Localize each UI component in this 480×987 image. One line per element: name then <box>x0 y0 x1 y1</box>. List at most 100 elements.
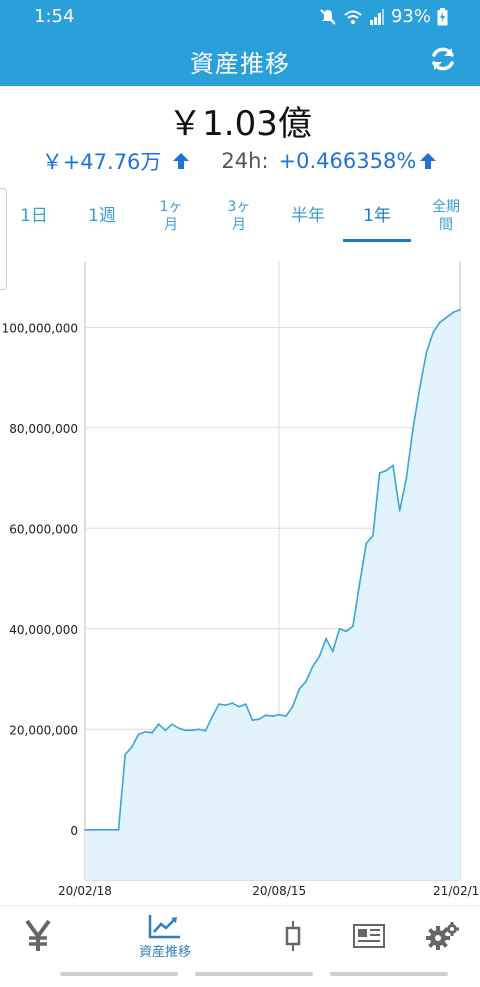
tab-label-line2: 間 <box>439 217 453 233</box>
data-point <box>338 627 341 630</box>
gesture-bar <box>60 972 178 976</box>
data-point <box>258 718 260 721</box>
y-tick-label: 100,000,000 <box>2 321 78 335</box>
data-point <box>191 729 194 732</box>
drawer-handle[interactable] <box>0 188 7 290</box>
data-point <box>171 723 174 726</box>
status-icons: 93% <box>319 6 448 27</box>
data-point <box>459 308 461 311</box>
status-time: 1:54 <box>34 6 75 27</box>
nav-candlestick[interactable] <box>270 906 316 966</box>
change-row: ￥+47.76万 24h: +0.466358% <box>0 146 480 176</box>
data-point <box>251 719 254 722</box>
data-point <box>157 723 160 726</box>
refresh-icon[interactable] <box>428 44 458 74</box>
data-point <box>392 464 394 467</box>
tab-1-week[interactable]: 1週 <box>68 186 136 246</box>
nav-yen[interactable] <box>10 906 66 966</box>
data-point <box>291 705 294 708</box>
data-point <box>405 477 408 479</box>
period-tabs: 1日 1週 1ヶ 月 3ヶ 月 半年 1年 全期 間 <box>0 186 480 290</box>
y-tick-label: 20,000,000 <box>9 723 78 737</box>
data-point <box>285 715 287 718</box>
chart-trend-icon <box>148 914 180 938</box>
tab-label-line1: 全期 <box>432 199 460 215</box>
tab-all-time[interactable]: 全期 間 <box>414 186 478 246</box>
gesture-bar <box>195 972 313 976</box>
mute-icon <box>320 8 336 25</box>
battery-charging-icon <box>437 7 448 25</box>
data-point <box>144 730 147 733</box>
data-point <box>412 426 414 429</box>
data-point <box>311 665 314 668</box>
tab-half-year[interactable]: 半年 <box>274 186 342 246</box>
tab-label: 半年 <box>291 206 325 226</box>
x-axis-labels: 20/02/18 20/08/15 21/02/18 <box>58 884 480 898</box>
data-point <box>84 828 86 831</box>
data-point <box>378 472 381 474</box>
data-point <box>331 650 334 653</box>
tab-1-month[interactable]: 1ヶ 月 <box>138 186 204 246</box>
data-point <box>352 625 354 628</box>
change-percent: +0.466358% <box>278 149 417 173</box>
data-point <box>445 316 448 319</box>
nav-asset-history[interactable]: 資産推移 <box>120 906 210 966</box>
data-point <box>90 828 93 831</box>
signal-icon <box>369 8 384 25</box>
data-point <box>345 630 348 633</box>
tab-label-line2: 月 <box>164 217 178 233</box>
y-tick-label: 80,000,000 <box>9 422 78 436</box>
y-tick-label: 60,000,000 <box>9 522 78 536</box>
data-point <box>164 729 167 732</box>
active-tab-indicator <box>343 239 411 242</box>
arrow-up-icon <box>420 153 437 169</box>
tab-3-month[interactable]: 3ヶ 月 <box>206 186 272 246</box>
data-point <box>97 828 100 831</box>
data-point <box>197 728 200 731</box>
settings-icon <box>426 922 459 950</box>
x-tick-label: 21/02/18 <box>433 884 480 898</box>
data-point <box>418 386 421 389</box>
y-axis-labels: 0 20,000,000 40,000,000 60,000,000 80,000,00… <box>2 321 78 837</box>
data-point <box>184 729 187 732</box>
data-point <box>110 828 113 831</box>
data-point <box>358 582 361 585</box>
yen-icon <box>25 919 51 951</box>
data-point <box>305 680 307 683</box>
data-point <box>218 703 220 705</box>
battery-percent: 93% <box>390 6 431 27</box>
nav-label: 資産推移 <box>138 944 191 960</box>
series-area <box>85 309 460 880</box>
tab-1-year[interactable]: 1年 <box>343 186 411 246</box>
data-point <box>278 713 281 716</box>
data-point <box>325 637 327 640</box>
data-point <box>318 655 321 658</box>
status-bar: 1:54 93% <box>0 0 480 34</box>
nav-settings[interactable] <box>418 906 468 966</box>
data-point <box>432 331 435 334</box>
change-amount: ￥+47.76万 <box>41 150 162 174</box>
news-icon <box>353 924 385 948</box>
tab-label: 1週 <box>88 206 116 226</box>
data-point <box>398 509 401 512</box>
data-point <box>372 534 374 537</box>
data-point <box>104 828 106 831</box>
y-tick-label: 40,000,000 <box>9 623 78 637</box>
tab-label: 1年 <box>363 206 391 226</box>
x-tick-label: 20/08/15 <box>252 884 306 898</box>
data-point <box>137 733 140 736</box>
data-point <box>385 469 388 472</box>
arrow-up-icon <box>173 153 190 169</box>
tab-1-day[interactable]: 1日 <box>6 186 62 246</box>
period-label: 24h: <box>221 149 269 173</box>
nav-news[interactable] <box>346 906 392 966</box>
asset-history-chart[interactable]: 0 20,000,000 40,000,000 60,000,000 80,000,00… <box>0 250 480 905</box>
data-point <box>224 704 227 707</box>
data-point <box>204 729 207 732</box>
page-title: 資産推移 <box>190 50 290 78</box>
data-point <box>264 714 267 717</box>
data-point <box>365 542 368 545</box>
data-point <box>425 351 428 354</box>
bottom-nav: 資産推移 <box>0 905 480 966</box>
tab-label-line1: 3ヶ <box>227 199 251 215</box>
